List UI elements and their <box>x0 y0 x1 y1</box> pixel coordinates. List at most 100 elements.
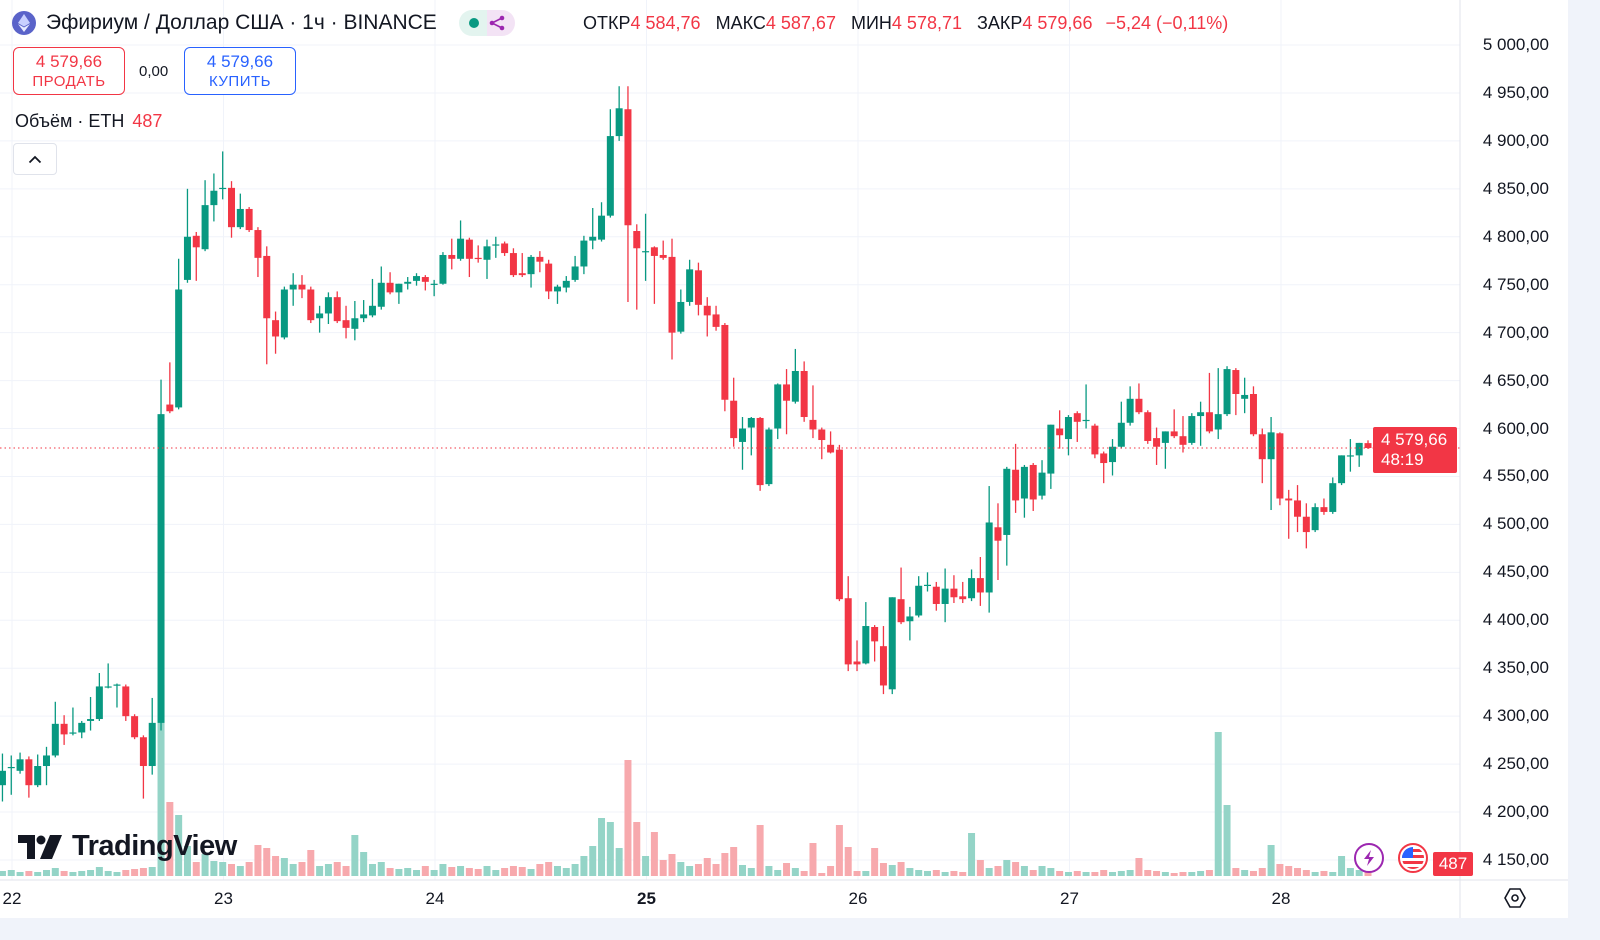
volume-bar <box>668 854 676 876</box>
candle-body <box>1197 412 1205 417</box>
candle-body <box>1047 424 1055 474</box>
candle-body <box>1364 443 1372 449</box>
volume-bar <box>1135 858 1143 876</box>
candle-body <box>941 588 949 604</box>
volume-bar <box>1153 871 1161 876</box>
volume-bar <box>694 864 702 876</box>
candle-body <box>1117 422 1125 447</box>
candle-body <box>192 235 200 248</box>
volume-bar <box>228 864 236 876</box>
candle-body <box>263 255 271 319</box>
buy-button[interactable]: 4 579,66 КУПИТЬ <box>184 47 296 95</box>
candle-body <box>1355 442 1363 456</box>
volume-bar <box>1179 872 1187 876</box>
volume-bar <box>316 866 324 876</box>
volume-bar <box>87 870 95 876</box>
volume-bar <box>712 864 720 876</box>
price-axis-label: 4 850,00 <box>1482 178 1549 198</box>
volume-bar <box>642 856 650 876</box>
volume-bar <box>527 869 535 876</box>
volume-bar <box>95 867 103 876</box>
volume-bar <box>721 853 729 876</box>
candle-body <box>1073 413 1081 422</box>
settings-button[interactable] <box>1503 886 1527 915</box>
candle-body <box>994 527 1002 541</box>
volume-bar <box>659 860 667 876</box>
volume-bar <box>1003 860 1011 876</box>
volume-bar <box>730 847 738 876</box>
volume-bar <box>360 852 368 876</box>
volume-bar <box>1082 872 1090 876</box>
volume-bar <box>844 847 852 876</box>
sell-button[interactable]: 4 579,66 ПРОДАТЬ <box>13 47 125 95</box>
bar-countdown: 48:19 <box>1381 450 1424 469</box>
tradingview-wordmark: TradingView <box>72 830 237 862</box>
volume-bar <box>483 866 491 876</box>
volume-legend[interactable]: Объём · ETH 487 <box>15 111 162 132</box>
candle-body <box>862 626 870 664</box>
price-axis-label: 4 750,00 <box>1482 274 1549 294</box>
volume-bar <box>906 868 914 876</box>
price-axis-label: 4 150,00 <box>1482 849 1549 869</box>
candle-body <box>738 428 746 442</box>
time-axis-label: 28 <box>1271 889 1291 908</box>
candle-body <box>853 661 861 665</box>
volume-bar <box>580 856 588 876</box>
candle-body <box>245 208 253 231</box>
candle-body <box>474 257 482 260</box>
volume-bar <box>1249 871 1257 876</box>
volume-bar <box>1294 868 1302 876</box>
close-value: 4 579,66 <box>1022 13 1093 33</box>
volume-bar <box>236 866 244 876</box>
collapse-legend-button[interactable] <box>13 143 57 175</box>
price-axis-label: 4 400,00 <box>1482 610 1549 630</box>
candle-body <box>747 417 755 428</box>
candle-body <box>932 586 940 604</box>
volume-bar <box>1223 805 1231 876</box>
volume-bar <box>474 869 482 876</box>
market-status-pill[interactable] <box>458 10 515 36</box>
market-flag-button[interactable] <box>1398 843 1428 873</box>
volume-bar <box>756 825 764 876</box>
tradingview-logo[interactable]: TradingView <box>18 830 237 863</box>
volume-bar <box>1355 870 1363 876</box>
open-label: ОТКР <box>583 13 631 33</box>
candle-body <box>1179 436 1187 445</box>
candle-body <box>756 417 764 486</box>
volume-bar <box>404 868 412 876</box>
volume-bar <box>324 864 332 876</box>
volume-bar <box>985 868 993 876</box>
volume-bar <box>994 866 1002 876</box>
candle-body <box>1338 455 1346 484</box>
candlestick-chart[interactable] <box>0 0 1568 918</box>
candle-body <box>668 256 676 333</box>
candle-body <box>835 449 843 600</box>
candle-body <box>1170 431 1178 437</box>
candle-body <box>915 585 923 616</box>
candle-body <box>228 187 236 228</box>
volume-bar <box>633 822 641 876</box>
volume-bar <box>1232 868 1240 876</box>
volume-bar <box>747 868 755 876</box>
price-axis-label: 4 450,00 <box>1482 562 1549 582</box>
candle-body <box>501 243 509 254</box>
lightning-button[interactable] <box>1354 843 1384 873</box>
volume-bar <box>1320 871 1328 876</box>
candle-body <box>791 370 799 402</box>
candle-body <box>87 719 95 721</box>
candle-body <box>1232 370 1240 395</box>
volume-bar <box>606 822 614 876</box>
chevron-up-icon <box>28 155 42 163</box>
symbol-title[interactable]: Эфириум / Доллар США · 1ч · BINANCE <box>46 11 437 34</box>
volume-bar <box>0 871 6 876</box>
candle-body <box>1153 438 1161 447</box>
volume-bar <box>1346 868 1354 876</box>
candle-body <box>1109 446 1117 463</box>
candle-body <box>1285 498 1293 501</box>
candle-body <box>439 254 447 284</box>
candle-body <box>650 247 658 256</box>
candle-body <box>254 230 262 258</box>
candle-body <box>307 289 315 321</box>
volume-bar <box>827 866 835 876</box>
candle-body <box>219 187 227 190</box>
